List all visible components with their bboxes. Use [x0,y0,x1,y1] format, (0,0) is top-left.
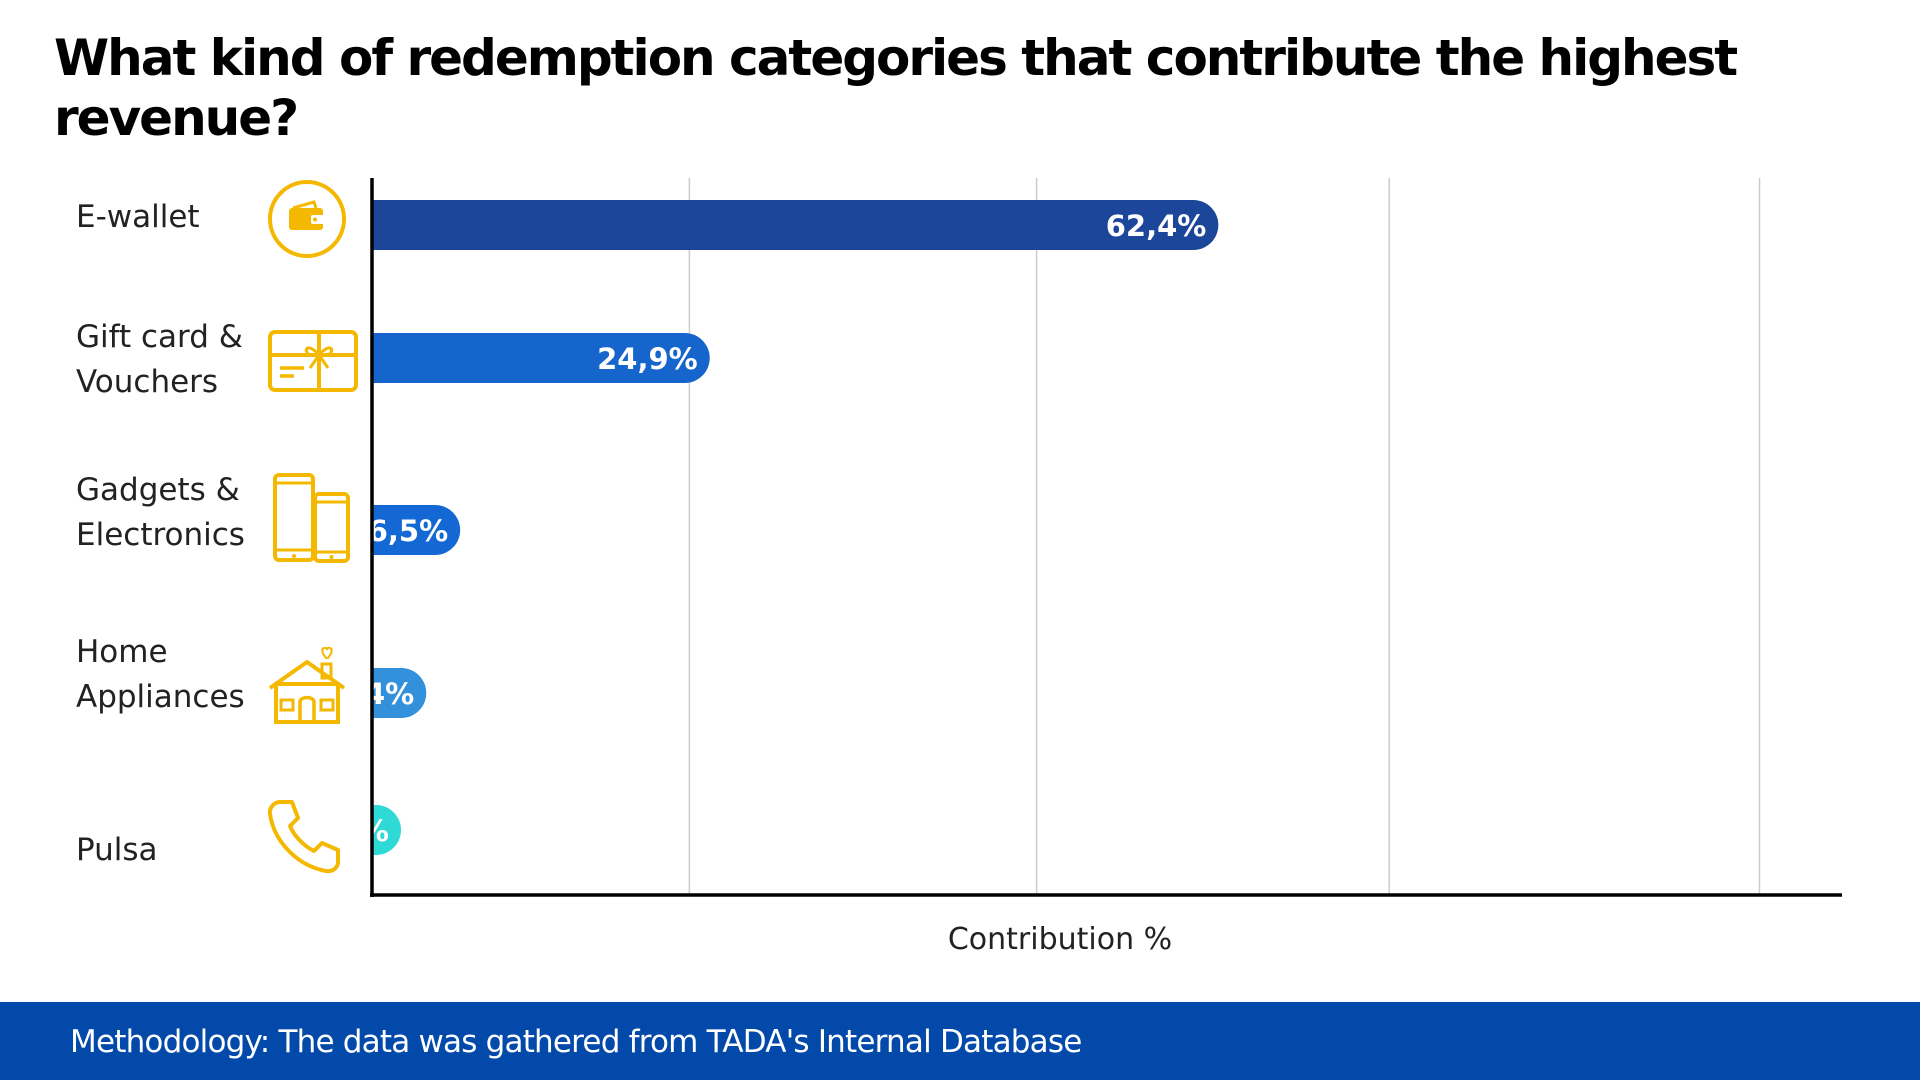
wallet-icon [268,180,346,258]
category-label: E-wallet [76,195,266,240]
footer-banner: Methodology: The data was gathered from … [0,1002,1920,1080]
category-label: Pulsa [76,828,266,873]
chart-title: What kind of redemption categories that … [54,29,1738,147]
bar [372,200,1219,250]
data-label: 6,5% [368,514,448,548]
data-label: 24,9% [597,342,698,376]
category-label-line: Gadgets & [76,472,240,508]
devices-icon [273,473,350,563]
house-icon [268,646,346,724]
category-label-line: Home [76,634,168,670]
category-label-line: Pulsa [76,832,158,868]
bar [372,805,401,855]
data-label: 62,4% [1106,209,1207,243]
category-label: Home Appliances [76,630,266,720]
bar [372,333,710,383]
category-label-line: Gift card & [76,319,243,355]
category-label-line: Vouchers [76,364,219,400]
data-label: 2% [340,814,389,848]
phone-icon [267,800,340,874]
methodology-note: Methodology: The data was gathered from … [70,1024,1082,1060]
x-axis-label: Contribution % [947,922,1173,957]
category-label-line: Appliances [76,679,245,715]
category-label: Gadgets & Electronics [76,468,266,558]
category-label-line: E-wallet [76,199,200,235]
gift-card-icon [268,330,358,392]
bar [372,668,427,718]
bar [372,505,461,555]
bar-chart: 62,4%24,9%6,5%4%2% [340,178,1842,897]
category-label-line: Electronics [76,517,245,553]
category-label: Gift card & Vouchers [76,315,266,405]
